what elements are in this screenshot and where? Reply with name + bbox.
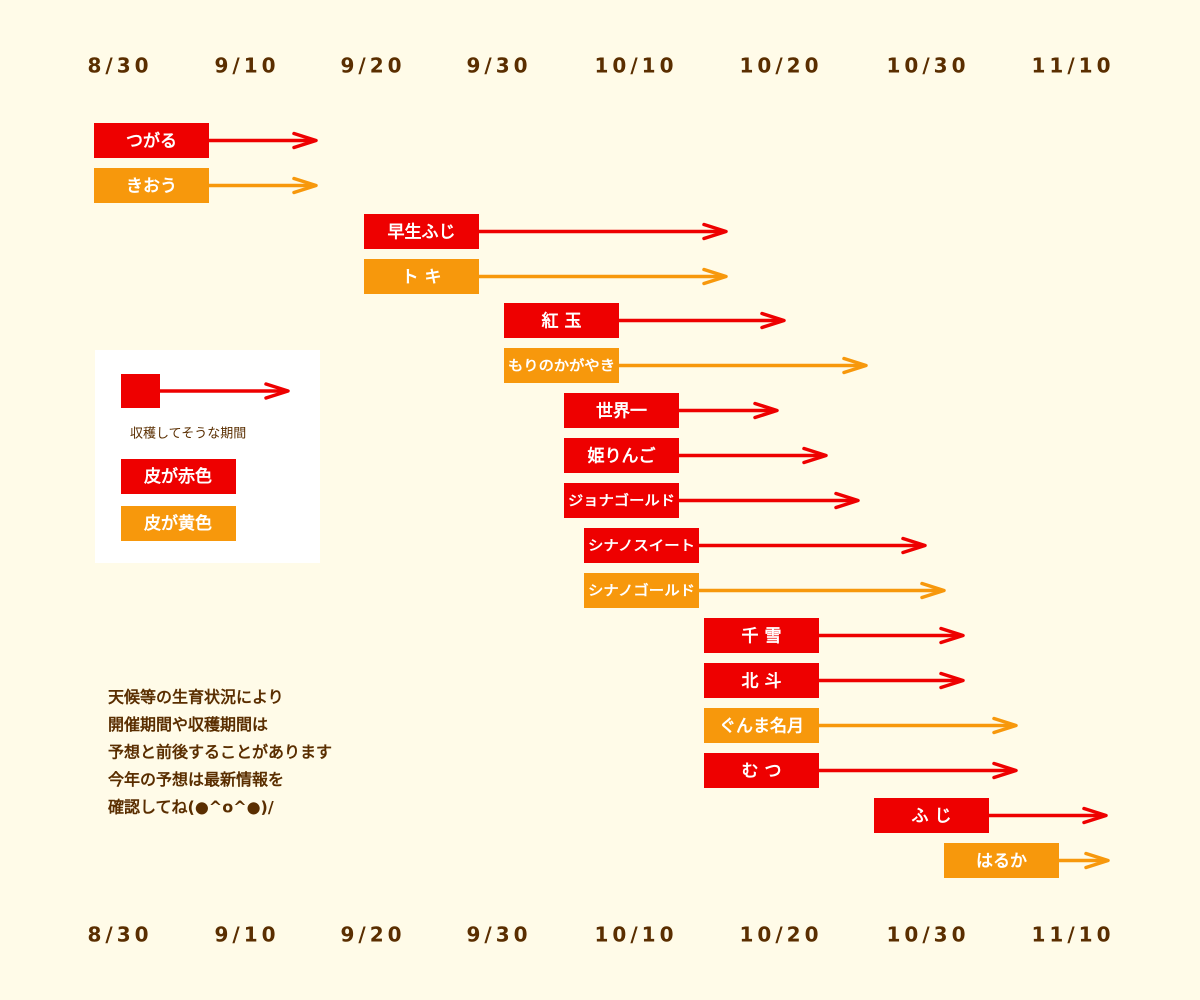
harvest-arrow-head bbox=[1082, 806, 1108, 825]
harvest-arrow-head bbox=[842, 356, 868, 375]
date-label-top: 9/30 bbox=[466, 54, 531, 78]
variety-box bbox=[94, 123, 209, 158]
variety-box bbox=[364, 259, 479, 294]
harvest-arrow-head bbox=[292, 131, 318, 150]
date-label-top: 9/20 bbox=[340, 54, 405, 78]
variety-label: 千 雪 bbox=[742, 627, 782, 647]
variety-label: 世界一 bbox=[596, 402, 647, 422]
harvest-arrow-head bbox=[802, 446, 828, 465]
harvest-arrow-head bbox=[939, 626, 965, 645]
variety-label: シナノスイート bbox=[588, 539, 695, 555]
variety-label: もりのかがやき bbox=[508, 358, 615, 375]
variety-box bbox=[704, 753, 819, 788]
harvest-arrow-head bbox=[760, 311, 786, 330]
variety-label: 姫りんご bbox=[588, 446, 657, 467]
variety-label: ト キ bbox=[402, 268, 442, 288]
note-line: 今年の予想は最新情報を bbox=[108, 770, 284, 789]
note-line: 確認してね(●^o^●)/ bbox=[108, 798, 274, 817]
harvest-arrow-head bbox=[992, 761, 1018, 780]
variety-box bbox=[584, 528, 699, 563]
variety-box bbox=[564, 393, 679, 428]
harvest-arrow-head bbox=[702, 267, 728, 286]
date-label-bottom: 9/10 bbox=[214, 923, 279, 947]
harvest-arrow-head bbox=[753, 401, 779, 420]
variety-box bbox=[364, 214, 479, 249]
variety-label: ぐんま名月 bbox=[719, 716, 804, 737]
variety-box bbox=[704, 663, 819, 698]
legend-sample-box bbox=[121, 374, 160, 408]
variety-label: 早生ふじ bbox=[388, 222, 456, 243]
date-label-bottom: 10/30 bbox=[887, 923, 970, 947]
harvest-arrow-head bbox=[939, 671, 965, 690]
date-label-top: 9/10 bbox=[214, 54, 279, 78]
date-label-bottom: 10/10 bbox=[595, 923, 678, 947]
note-line: 天候等の生育状況により bbox=[108, 688, 284, 707]
legend-label: 皮が赤色 bbox=[144, 466, 212, 487]
note-line: 開催期間や収穫期間は bbox=[108, 715, 268, 734]
date-label-bottom: 10/20 bbox=[740, 923, 823, 947]
variety-box bbox=[944, 843, 1059, 878]
harvest-arrow-head bbox=[901, 536, 927, 555]
variety-label: シナノゴールド bbox=[588, 583, 695, 600]
variety-box bbox=[874, 798, 989, 833]
legend-swatch bbox=[121, 506, 236, 541]
variety-box bbox=[584, 573, 699, 608]
variety-box bbox=[504, 303, 619, 338]
variety-label: 紅 玉 bbox=[542, 311, 582, 332]
legend-sample-arrow-head bbox=[264, 382, 290, 400]
variety-box bbox=[704, 618, 819, 653]
harvest-arrow-head bbox=[834, 491, 860, 510]
legend-period-label: 収穫してそうな期間 bbox=[130, 427, 246, 442]
variety-label: ジョナゴールド bbox=[568, 493, 675, 510]
date-label-bottom: 11/10 bbox=[1032, 923, 1115, 947]
harvest-arrow-head bbox=[1084, 851, 1110, 870]
variety-label: む つ bbox=[742, 762, 782, 782]
date-label-bottom: 8/30 bbox=[87, 923, 152, 947]
date-label-top: 8/30 bbox=[87, 54, 152, 78]
note-line: 予想と前後することがあります bbox=[108, 743, 332, 762]
variety-label: 北 斗 bbox=[742, 672, 782, 692]
variety-box bbox=[504, 348, 619, 383]
variety-label: ふ じ bbox=[912, 807, 952, 827]
date-label-bottom: 9/20 bbox=[340, 923, 405, 947]
legend-swatch bbox=[121, 459, 236, 494]
variety-box bbox=[704, 708, 819, 743]
date-label-top: 11/10 bbox=[1032, 54, 1115, 78]
variety-label: はるか bbox=[976, 852, 1027, 872]
variety-label: つがる bbox=[126, 131, 177, 152]
legend-label: 皮が黄色 bbox=[144, 513, 212, 534]
date-label-top: 10/10 bbox=[595, 54, 678, 78]
harvest-arrow-head bbox=[702, 222, 728, 241]
date-label-top: 10/30 bbox=[887, 54, 970, 78]
date-label-bottom: 9/30 bbox=[466, 923, 531, 947]
harvest-arrow-head bbox=[992, 716, 1018, 735]
date-label-top: 10/20 bbox=[740, 54, 823, 78]
variety-box bbox=[564, 483, 679, 518]
variety-label: きおう bbox=[126, 177, 177, 197]
variety-box bbox=[94, 168, 209, 203]
harvest-arrow-head bbox=[292, 176, 318, 195]
variety-box bbox=[564, 438, 679, 473]
harvest-arrow-head bbox=[920, 581, 946, 600]
